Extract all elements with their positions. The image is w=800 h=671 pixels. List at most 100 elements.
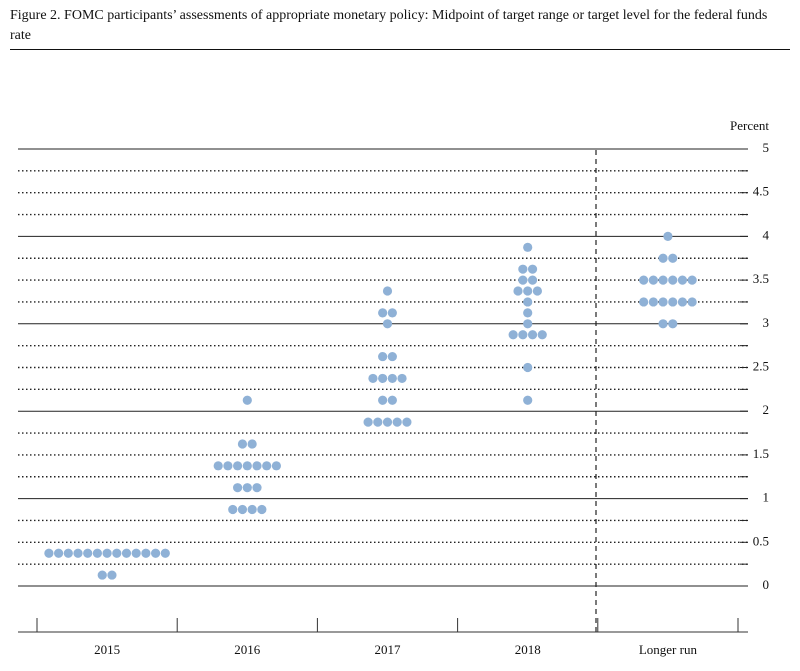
dot — [242, 483, 252, 493]
y-tick-label: 0.5 — [753, 533, 769, 548]
dot — [677, 297, 688, 307]
x-tick-label: 2015 — [94, 642, 120, 657]
dot — [668, 253, 678, 263]
dot — [242, 461, 252, 471]
dot — [97, 570, 107, 580]
dot — [523, 362, 533, 373]
dot — [262, 461, 272, 471]
dot — [213, 461, 223, 471]
dot — [513, 286, 523, 296]
y-tick-label: 1.5 — [753, 446, 769, 461]
dot — [537, 330, 547, 340]
dot — [527, 264, 538, 274]
dot — [237, 504, 248, 515]
chart-title: Figure 2. FOMC participants’ assessments… — [10, 6, 790, 50]
dot — [677, 275, 688, 285]
x-tick-label: 2018 — [515, 642, 541, 657]
x-tick-label: 2017 — [375, 642, 402, 657]
dot — [252, 483, 262, 493]
dot — [73, 548, 83, 558]
dot — [382, 319, 393, 329]
dot — [247, 504, 257, 515]
dot — [532, 286, 543, 296]
dot — [151, 548, 161, 558]
dot — [242, 395, 252, 405]
y-tick-label: 0 — [763, 577, 770, 592]
dot — [508, 330, 518, 340]
dot — [663, 231, 673, 241]
dot — [92, 548, 102, 558]
dot — [233, 461, 243, 471]
y-tick-label: 5 — [763, 140, 770, 155]
y-tick-label: 3.5 — [753, 271, 769, 286]
dot — [668, 275, 678, 285]
dot — [382, 286, 393, 296]
y-tick-label: 1 — [763, 490, 770, 505]
dot — [658, 319, 668, 329]
dot — [107, 570, 117, 580]
dot — [112, 548, 122, 558]
dot — [141, 548, 151, 558]
dot — [378, 308, 388, 318]
dot — [392, 417, 402, 427]
y-tick-label: 2 — [763, 402, 770, 417]
dot — [387, 351, 397, 362]
dot — [658, 253, 668, 263]
dot — [523, 319, 533, 329]
x-tick-label: Longer run — [639, 642, 698, 657]
dot — [523, 242, 533, 252]
dot — [402, 417, 412, 427]
dot — [63, 548, 73, 558]
dot — [668, 297, 678, 307]
y-axis-label: Percent — [730, 118, 769, 133]
y-tick-label: 3 — [763, 315, 770, 330]
dot — [387, 308, 397, 318]
dot — [523, 395, 533, 405]
y-tick-label: 4 — [763, 227, 770, 242]
dot — [373, 417, 383, 427]
x-tick-label: 2016 — [234, 642, 261, 657]
dot — [648, 275, 658, 285]
dot — [518, 275, 528, 285]
dot — [223, 461, 233, 471]
dot — [83, 548, 93, 558]
dot — [237, 439, 248, 449]
dot — [44, 548, 54, 558]
dot — [160, 548, 170, 558]
y-tick-label: 4.5 — [753, 184, 769, 199]
dot — [658, 275, 668, 285]
dot — [131, 548, 141, 558]
dot — [639, 297, 649, 307]
dot — [368, 373, 378, 384]
dot — [639, 275, 649, 285]
dot — [252, 461, 262, 471]
dot — [523, 297, 533, 307]
dot — [387, 373, 397, 384]
dot — [378, 373, 388, 384]
dot — [247, 439, 257, 449]
dot — [523, 286, 533, 296]
dot — [527, 275, 538, 285]
dot — [387, 395, 397, 405]
dot — [378, 351, 388, 362]
dot — [668, 319, 678, 329]
dot — [121, 548, 132, 558]
dot — [518, 264, 528, 274]
dot — [518, 330, 528, 340]
dot — [233, 483, 243, 493]
dot — [382, 417, 393, 427]
y-tick-label: 2.5 — [753, 358, 769, 373]
dot — [527, 330, 538, 340]
dot — [658, 297, 668, 307]
dot — [54, 548, 64, 558]
dot — [523, 308, 533, 318]
dot — [363, 417, 373, 427]
dot — [102, 548, 112, 558]
dot — [397, 373, 407, 384]
dot — [648, 297, 658, 307]
dot — [257, 504, 267, 515]
dot — [687, 275, 697, 285]
dot — [228, 504, 238, 515]
